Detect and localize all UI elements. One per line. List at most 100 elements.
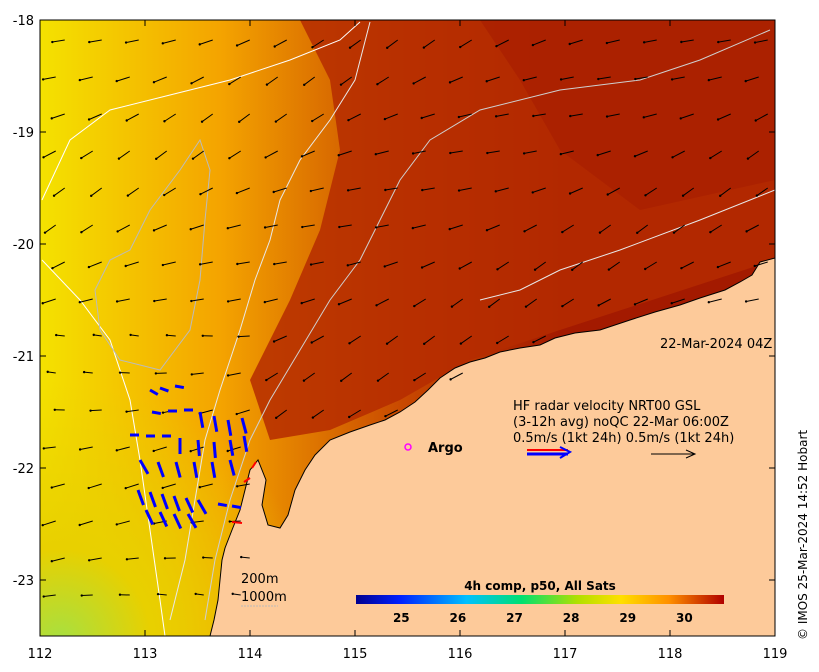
current-arrow-head [642,116,645,119]
current-arrow [153,446,167,452]
current-arrow [89,39,102,43]
current-arrow-head [226,374,230,377]
current-arrow-head [717,40,720,44]
current-arrow-head [596,153,599,157]
current-arrow [155,150,168,160]
current-arrow-head [156,592,160,596]
current-arrow-head [115,523,118,526]
current-arrow [376,224,389,228]
current-arrow-head [78,301,82,304]
current-arrow-head [347,118,350,122]
current-arrow [671,298,685,304]
current-arrow [228,298,241,302]
current-arrow-head [386,46,389,50]
current-arrow-head [522,79,526,82]
current-arrow [229,520,241,523]
radar-vector [136,489,145,506]
current-arrow [266,76,279,86]
y-tick-label: -22 [13,462,34,477]
current-arrow [597,150,611,156]
current-arrow [232,593,241,596]
colorbar [356,595,724,604]
current-arrow [635,76,648,80]
current-arrow-head [42,595,45,598]
current-arrow-head [87,118,91,121]
current-arrow [672,150,685,158]
current-arrow [598,298,611,306]
current-arrow [349,39,362,49]
current-arrow-head [273,45,276,48]
current-arrow [348,113,361,121]
current-arrow [458,113,472,118]
current-arrow [645,187,658,196]
current-arrow [191,76,204,84]
current-arrow [126,409,139,413]
current-arrow [192,150,205,160]
current-arrow [745,76,759,82]
current-arrow [237,483,250,487]
current-arrow-head [568,42,571,46]
current-arrow [116,76,130,82]
current-arrow [266,372,278,381]
current-arrow-head [311,46,314,49]
y-tick-label: -19 [13,126,34,141]
current-arrow-head [115,449,118,452]
radar-vector [172,495,181,512]
current-arrow-head [755,194,759,197]
current-arrow-head [533,268,537,271]
current-arrow [755,113,768,121]
current-arrow-head [485,80,488,83]
current-arrow-head [719,194,722,198]
current-arrow [339,224,352,228]
radar-vector [159,386,169,393]
axis-ticks: 112 113 114 115 116 117 118 119 -18 -19 -20 -21 -22 -… [13,14,788,662]
current-arrow [42,298,56,304]
current-arrow-head [42,447,46,450]
current-arrow [377,76,389,85]
current-arrow [88,261,102,268]
current-arrow [386,335,399,345]
current-arrow-head [671,156,674,159]
current-arrow-head [450,305,454,308]
current-arrow [496,39,509,47]
current-arrow-head [226,449,229,453]
current-arrow-head [201,334,204,338]
current-arrow-head [52,194,56,197]
current-arrow [200,187,213,195]
current-arrow-head [383,265,386,268]
current-arrow-head [272,190,275,194]
current-arrow [710,224,722,233]
current-arrow [348,409,361,418]
current-arrow [51,557,65,562]
colorbar-tick-label: 29 [619,611,636,625]
current-arrow-head [571,268,574,272]
current-arrow-head [348,46,352,49]
current-arrow [80,446,93,450]
radar-vector [174,461,182,478]
current-arrow-head [240,555,243,559]
current-arrow [636,224,649,234]
current-arrow-head [41,523,44,527]
current-arrow-head [376,82,379,86]
current-arrow-head [420,116,423,120]
radar-vector [192,461,199,479]
current-arrow-head [448,81,452,84]
current-arrow [634,298,648,305]
radar-vector [212,441,217,459]
current-arrow-head [42,156,45,159]
current-arrow-head [236,262,239,266]
current-arrow-head [745,230,748,233]
current-arrow-head [92,333,95,337]
radar-vector [148,491,157,508]
current-arrow [497,261,510,270]
current-arrow-head [679,117,682,120]
current-arrow [84,371,93,374]
current-arrow-head [46,370,49,374]
current-arrow [310,261,324,266]
current-arrow [79,298,93,303]
current-arrow [116,520,130,525]
current-arrow-head [80,230,83,234]
current-arrow-head [163,193,166,197]
radar-vector [210,461,217,479]
